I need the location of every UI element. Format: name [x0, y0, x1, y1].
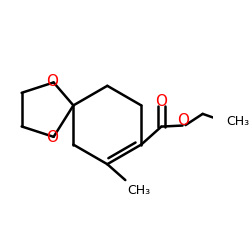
Text: CH₃: CH₃ [227, 116, 250, 128]
Text: O: O [46, 74, 58, 89]
Text: O: O [46, 130, 58, 146]
Text: CH₃: CH₃ [128, 184, 150, 197]
Text: O: O [156, 94, 168, 109]
Text: O: O [178, 113, 190, 128]
